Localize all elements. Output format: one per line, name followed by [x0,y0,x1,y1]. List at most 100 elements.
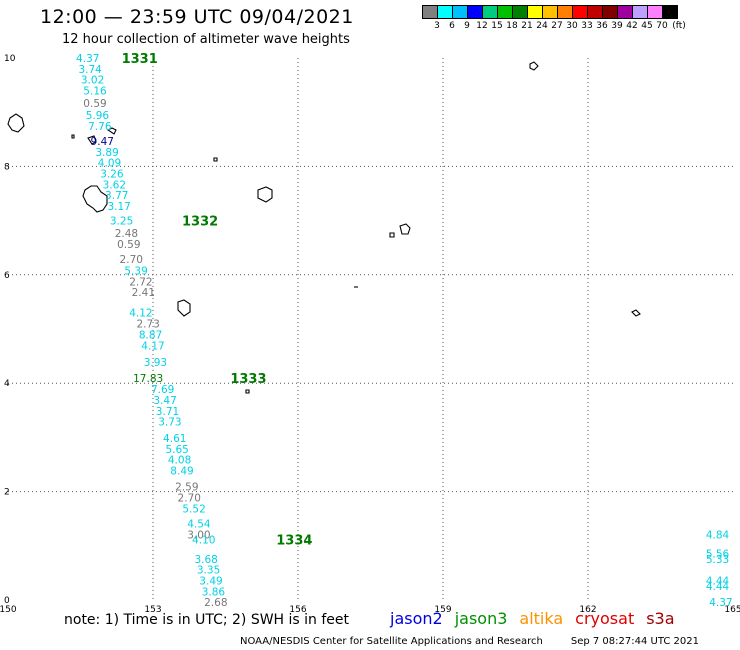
wave-height-value: 2.70 [120,254,143,266]
legend-label: 27 [551,21,563,31]
legend-label: 9 [464,21,470,31]
wave-height-value: 4.09 [98,158,121,170]
island-outline [106,127,117,135]
island-outline [213,157,218,162]
grid-lines [8,58,733,600]
wave-height-value: 2.72 [129,276,152,288]
satellite-cryosat: cryosat [575,609,635,628]
y-tick-label: 0 [4,596,10,606]
y-tick-label: 8 [4,162,10,172]
wave-height-value: 3.73 [158,417,181,429]
wave-height-value: 2.48 [115,228,138,240]
wave-height-value: 3.74 [78,64,102,76]
wave-height-value: 3.17 [107,201,130,213]
legend-label: 12 [476,21,488,31]
satellite-s3a: s3a [646,609,675,628]
island-outline [82,185,108,213]
wave-height-value: 3.93 [144,357,167,369]
island-outline [257,186,273,203]
island-outline [87,135,97,145]
legend-labels: 3 6 9 12 15 18 21 24 27 30 33 36 39 42 45 70 (ft) [422,19,740,33]
legend-label: 21 [521,21,533,31]
island-outline [631,309,641,317]
wave-height-value: 2.41 [132,287,155,299]
x-tick-label: 150 [0,605,17,615]
wave-height-value: 3.62 [103,179,126,191]
satellite-jason3: jason3 [454,609,508,628]
island-coastlines [7,61,641,394]
wave-height-value: 2.59 [175,482,198,494]
wave-height-value: 3.71 [156,406,179,418]
color-legend: 3 6 9 12 15 18 21 24 27 30 33 36 39 42 45 70 (ft) [422,5,740,33]
x-tick-label: 165 [724,605,740,615]
wave-height-value: 5.56 [706,548,730,560]
wave-height-value: 17.83 [133,373,163,385]
wave-height-value: 5.65 [165,444,188,456]
credit-text: NOAA/NESDIS Center for Satellite Applica… [240,636,543,647]
satellite-altika: altika [519,609,564,628]
wave-height-value: 5.39 [124,265,147,277]
legend-label: 6 [449,21,455,31]
wave-height-value: 8.87 [139,329,162,341]
wave-height-value: 5.16 [83,86,107,98]
wave-height-value: 2.73 [136,319,159,331]
credit-line: NOAA/NESDIS Center for Satellite Applica… [240,636,699,647]
wave-height-value: 7.69 [151,384,174,396]
wave-height-value: 3.49 [199,575,222,587]
island-outline [389,232,395,238]
wave-height-value: 4.61 [163,433,186,445]
x-tick-label: 153 [144,605,161,615]
legend-label: (ft) [672,21,686,31]
wave-height-value: 3.68 [194,554,217,566]
wave-height-value: 3.77 [105,190,128,202]
wave-height-value: 4.37 [709,597,732,609]
wave-height-value: 4.12 [129,308,152,320]
legend-label: 45 [641,21,653,31]
wave-height-values: 4.373.743.025.160.595.967.769.473.894.09… [76,53,733,609]
legend-label: 39 [611,21,623,31]
x-tick-label: 156 [289,605,306,615]
legend-label: 30 [566,21,578,31]
legend-label: 3 [434,21,440,31]
axis-tick-labels: 150 153 156 159 162 165 10 8 6 4 2 0 [0,54,740,615]
wave-height-value: 8.49 [170,465,193,477]
island-outline [399,223,411,235]
x-tick-label: 159 [434,605,451,615]
island-outline [529,61,539,71]
legend-label: 24 [536,21,548,31]
wave-height-value: 3.26 [100,168,124,180]
satellite-legend: jason2 jason3 altika cryosat s3a [390,609,687,628]
legend-label: 18 [506,21,518,31]
legend-swatch [662,5,678,19]
wave-height-value: 7.76 [88,121,112,133]
wave-height-value: 4.37 [76,53,99,65]
footer-note: note: 1) Time is in UTC; 2) SWH is in fe… [64,612,350,628]
y-tick-label: 2 [4,488,10,498]
legend-label: 42 [626,21,638,31]
legend-label: 33 [581,21,593,31]
wave-height-value: 9.47 [91,136,114,148]
y-tick-label: 10 [4,54,16,64]
island-outline [177,299,191,317]
pass-number: 1333 [230,372,266,387]
wave-height-value: 3.89 [95,147,118,159]
legend-color-bar [422,5,740,19]
y-tick-label: 4 [4,379,10,389]
map-subtitle: 12 hour collection of altimeter wave hei… [62,32,350,47]
wave-height-value: 4.17 [141,340,164,352]
island-outline [245,389,250,394]
wave-height-value: 0.59 [117,239,140,251]
island-outline [7,113,25,133]
wave-height-value: 5.52 [182,503,205,515]
wave-height-value: 3.02 [81,75,104,87]
wave-height-value: 4.10 [192,534,215,546]
legend-label: 36 [596,21,608,31]
wave-height-value: 3.47 [153,395,176,407]
wave-height-value: 5.96 [86,110,110,122]
wave-height-value: 3.86 [202,586,226,598]
wave-height-value: 3.25 [110,216,133,228]
wave-height-value: 0.59 [83,98,106,110]
x-tick-label: 162 [579,605,596,615]
wave-height-value: 3.35 [197,565,220,577]
pass-number-labels: 1331 1332 1333 1334 [122,52,313,548]
